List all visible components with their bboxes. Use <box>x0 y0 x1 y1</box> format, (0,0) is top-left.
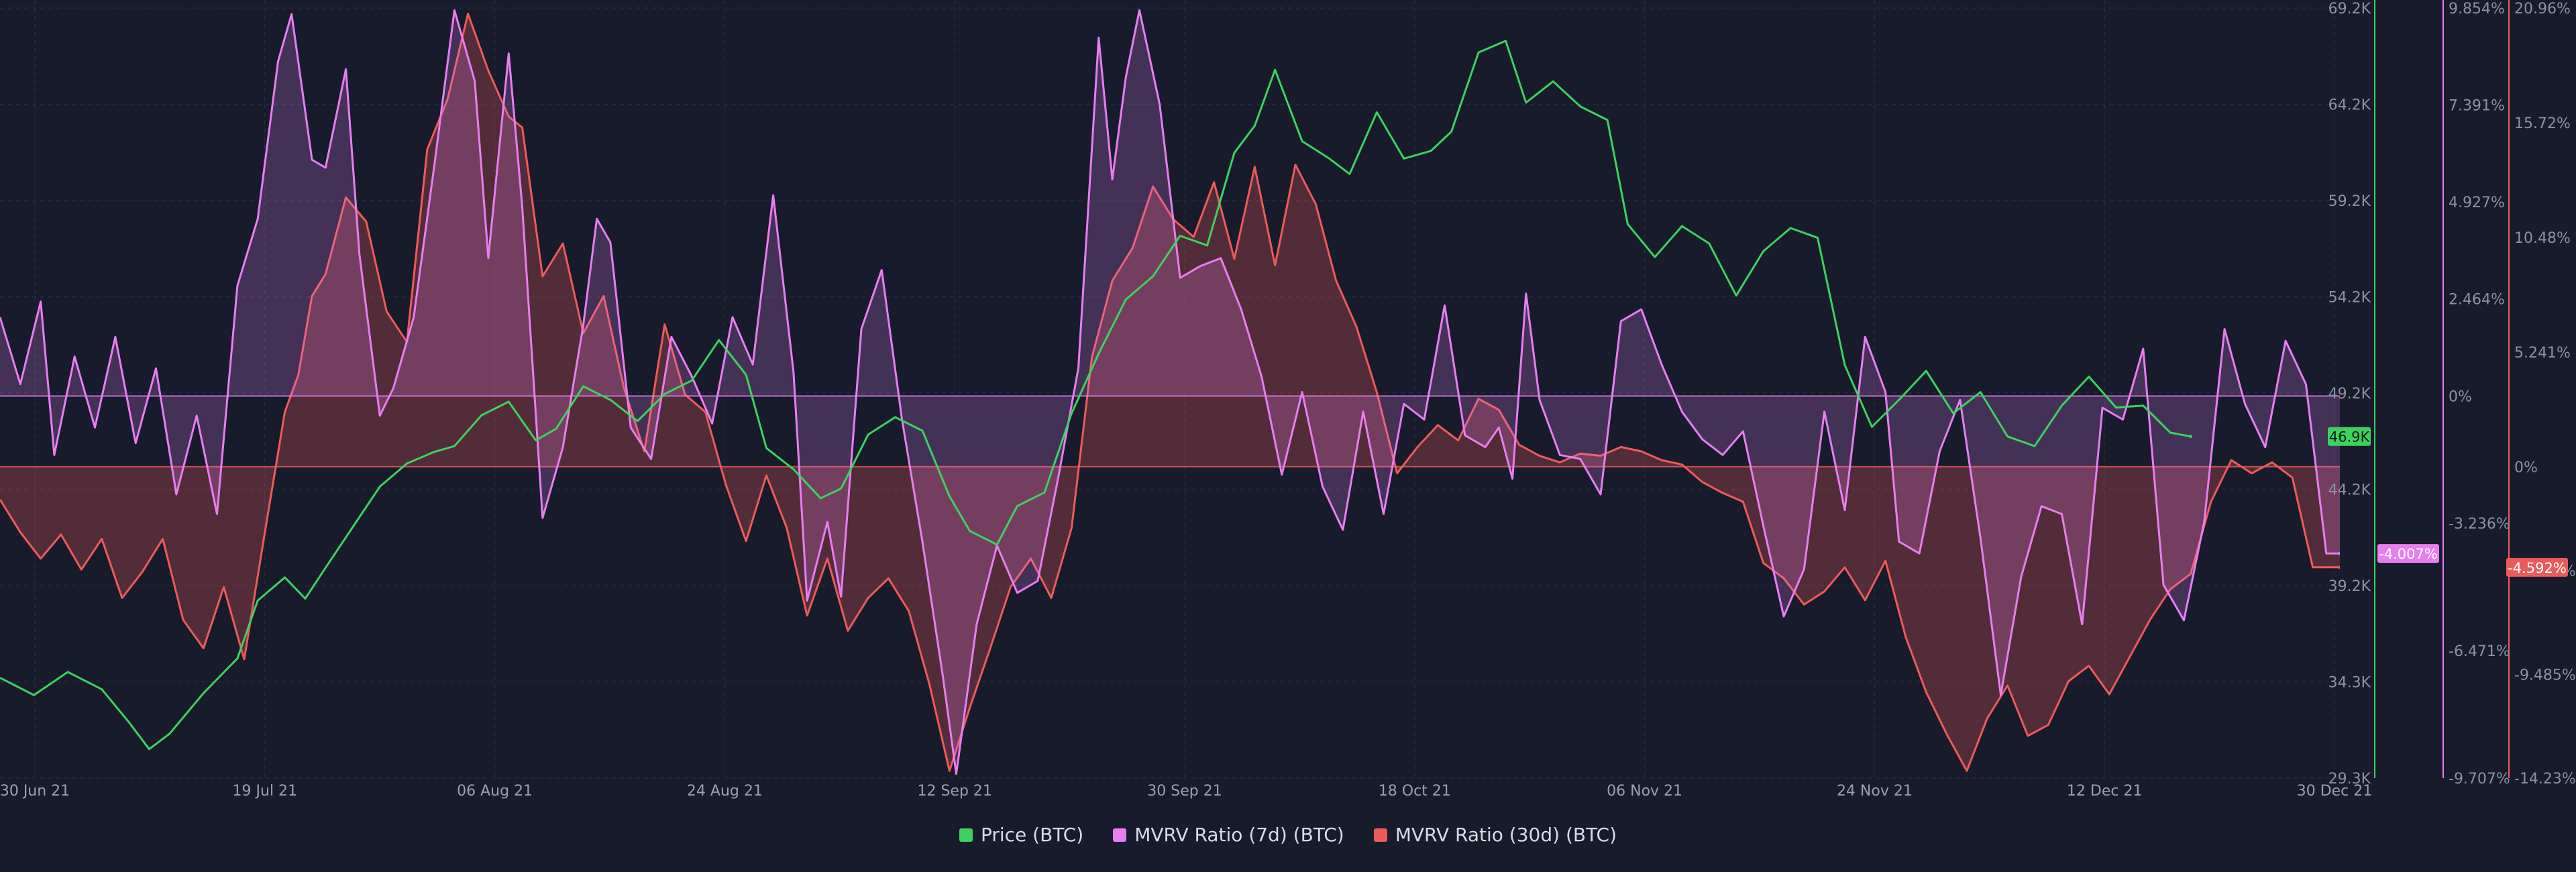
price-swatch <box>959 828 973 842</box>
mvrv-7d-swatch <box>1113 828 1127 842</box>
price-tick-label: 64.2K <box>2328 97 2371 114</box>
mvrv-7d-area <box>0 10 2340 774</box>
legend-label-mvrv-7d: MVRV Ratio (7d) (BTC) <box>1134 824 1344 846</box>
price-tick-label: 29.3K <box>2328 771 2371 787</box>
mvrv-30d-current-badge-bg <box>2506 557 2568 577</box>
pct-tick-label: 5.241% <box>2514 345 2571 362</box>
pct-tick-label: 7.391% <box>2449 98 2505 115</box>
price-current-badge-bg <box>2328 427 2371 446</box>
pct-tick-label: -9.707% <box>2449 771 2510 787</box>
axes-group: 30 Jun 21 19 Jul 21 06 Aug 21 24 Aug 21 12 S… <box>0 0 2576 800</box>
pct-tick-label: -6.471% <box>2449 643 2510 660</box>
price-series <box>0 40 2193 751</box>
pct-tick-label: -9.485% <box>2514 667 2576 684</box>
x-tick-label: 30 Jun 21 <box>0 783 70 800</box>
x-tick-label: 24 Aug 21 <box>687 783 763 800</box>
pct-tick-label: 2.464% <box>2449 292 2505 309</box>
price-line <box>0 40 2191 751</box>
x-tick-label: 24 Nov 21 <box>1837 783 1913 800</box>
x-tick-label: 06 Nov 21 <box>1607 783 1682 800</box>
legend-item-mvrv-7d[interactable]: MVRV Ratio (7d) (BTC) <box>1113 824 1344 846</box>
mvrv-7d-last-point <box>2338 551 2340 555</box>
x-tick-label: 06 Aug 21 <box>457 783 533 800</box>
legend-label-price: Price (BTC) <box>980 824 1084 846</box>
price-tick-label: 49.2K <box>2328 386 2371 402</box>
x-tick-label: 12 Sep 21 <box>917 783 991 800</box>
legend-item-price[interactable]: Price (BTC) <box>959 824 1083 846</box>
mvrv-7d-line <box>0 9 2340 775</box>
mvrv-7d-series <box>0 9 2340 775</box>
pct-tick-label: 15.72% <box>2514 115 2571 132</box>
legend: Price (BTC) MVRV Ratio (7d) (BTC) MVRV R… <box>0 824 2576 846</box>
legend-label-mvrv-30d: MVRV Ratio (30d) (BTC) <box>1395 824 1617 846</box>
price-tick-label: 39.2K <box>2328 578 2371 595</box>
mvrv-30d-last-point <box>2338 565 2340 569</box>
pct-tick-label: 0% <box>2449 388 2472 405</box>
price-current-badge: 46.9K <box>2329 429 2371 445</box>
price-tick-label: 59.2K <box>2328 193 2371 210</box>
price-last-point <box>2189 435 2193 439</box>
price-tick-label: 69.2K <box>2328 1 2371 17</box>
mvrv-30d-current-badge: -4.592% <box>2508 560 2567 576</box>
pct-tick-label: 4.927% <box>2449 195 2505 211</box>
price-tick-label: 54.2K <box>2328 290 2371 307</box>
x-tick-label: 30 Sep 21 <box>1147 783 1222 800</box>
pct-tick-label: 10.48% <box>2514 230 2571 247</box>
mvrv-7d-current-badge: -4.007% <box>2379 546 2438 562</box>
x-tick-label: 18 Oct 21 <box>1379 783 1451 800</box>
x-tick-label: 12 Dec 21 <box>2067 783 2143 800</box>
grid-lines <box>0 0 2340 779</box>
mvrv-30d-line <box>0 13 2340 772</box>
mvrv-30d-swatch <box>1373 828 1387 842</box>
pct-tick-label: 20.96% <box>2514 1 2571 17</box>
pct-tick-label: -3.236% <box>2449 516 2510 533</box>
x-tick-label: 19 Jul 21 <box>233 783 298 800</box>
mvrv-7d-current-badge-bg <box>2377 544 2439 563</box>
pct-tick-label: 0% <box>2514 459 2538 476</box>
pct-tick-label: 9.854% <box>2449 1 2505 17</box>
mvrv-30d-series <box>0 13 2340 772</box>
mvrv-30d-area <box>0 13 2340 771</box>
pct-tick-label: -14.23% <box>2514 771 2576 787</box>
price-tick-label: 44.2K <box>2328 482 2371 499</box>
price-tick-label: 34.3K <box>2328 675 2371 692</box>
legend-item-mvrv-30d[interactable]: MVRV Ratio (30d) (BTC) <box>1373 824 1617 846</box>
x-tick-label: 30 Dec 21 <box>2297 783 2373 800</box>
